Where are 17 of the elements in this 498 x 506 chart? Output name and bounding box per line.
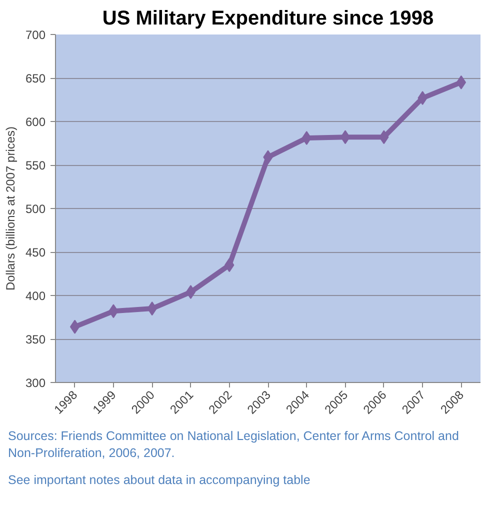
- y-tick-label: 500: [25, 202, 46, 216]
- y-tick-label: 600: [25, 115, 46, 129]
- text: See important notes about data in accompanying table: [8, 472, 310, 489]
- point: [456, 75, 466, 90]
- point: [70, 320, 80, 334]
- y-tick-label: 400: [25, 289, 46, 303]
- y-tick-label: 550: [25, 158, 46, 172]
- chart-title: US Military Expenditure since 1998: [102, 8, 434, 30]
- y-tick-label: 700: [25, 28, 46, 42]
- point: [340, 130, 350, 144]
- point: [186, 285, 196, 300]
- y-tick-label: 300: [25, 376, 46, 390]
- source-note: Sources: Friends Committee on National Legislation, Center for Arms Control and Non-Proliferation, 2006, 2007.: [8, 428, 460, 462]
- y-tick-label: 450: [25, 246, 46, 260]
- y-tick-label: 650: [25, 72, 46, 86]
- y-axis-title: Dollars (billions at 2007 prices): [3, 126, 18, 291]
- y-tick-label: 350: [25, 332, 46, 346]
